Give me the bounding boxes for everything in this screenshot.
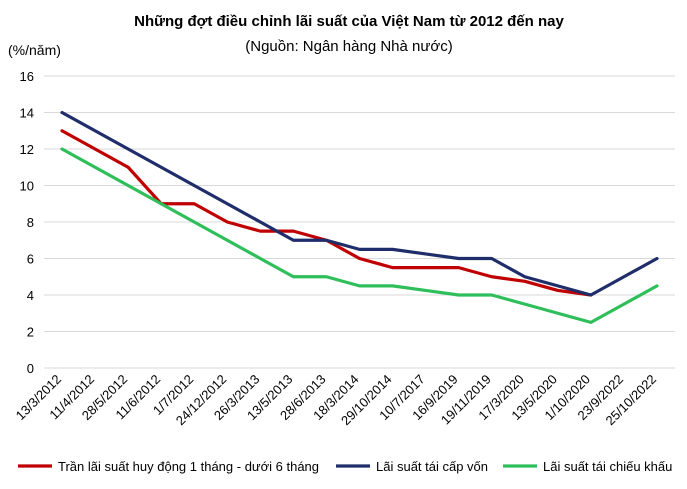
- series-line-2: [60, 110, 659, 297]
- y-tick-label: 10: [20, 179, 34, 194]
- legend: Trần lãi suất huy động 1 tháng - dưới 6 …: [18, 459, 672, 474]
- x-tick-labels: 13/3/201211/4/201228/5/201211/6/20121/7/…: [13, 372, 660, 429]
- y-axis-label: (%/năm): [8, 42, 61, 58]
- chart-subtitle: (Nguồn: Ngân hàng Nhà nước): [245, 38, 453, 55]
- legend-label-1: Trần lãi suất huy động 1 tháng - dưới 6 …: [58, 459, 319, 474]
- legend-label-2: Lãi suất tái cấp vốn: [376, 459, 488, 474]
- y-tick-label: 6: [27, 252, 34, 267]
- gridlines: [44, 75, 675, 369]
- series-lines: [60, 110, 659, 324]
- y-tick-label: 16: [20, 69, 34, 84]
- y-tick-label: 4: [27, 288, 34, 303]
- y-tick-label: 12: [20, 142, 34, 157]
- y-tick-label: 14: [20, 106, 34, 121]
- y-tick-label: 2: [27, 325, 34, 340]
- chart-title: Những đợt điều chỉnh lãi suất của Việt N…: [134, 13, 564, 30]
- y-tick-label: 8: [27, 215, 34, 230]
- y-tick-labels: 0 2 4 6 8 10 12 14 16: [20, 69, 34, 376]
- series-line-3: [60, 147, 659, 324]
- y-tick-label: 0: [27, 361, 34, 376]
- legend-label-3: Lãi suất tái chiếu khấu: [543, 459, 672, 474]
